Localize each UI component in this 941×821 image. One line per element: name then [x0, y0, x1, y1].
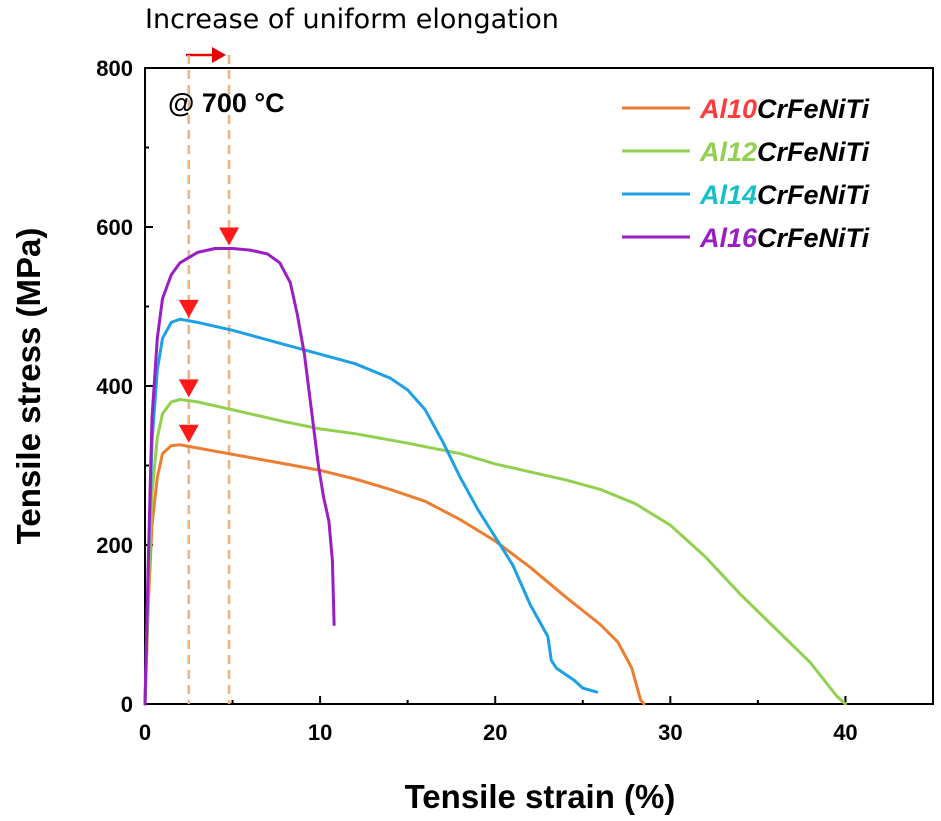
peak-marker-3 — [219, 227, 240, 246]
uniform-elongation-lines — [187, 55, 231, 704]
legend-suffix-0: CrFeNiTi — [757, 94, 870, 124]
legend-prefix-1: Al12 — [699, 137, 757, 167]
legend: Al10CrFeNiTiAl12CrFeNiTiAl14CrFeNiTiAl16… — [622, 94, 870, 253]
legend-prefix-3: Al16 — [699, 223, 758, 253]
series-line-al16 — [143, 247, 336, 706]
series-line-al14 — [143, 317, 599, 706]
peak-marker-1 — [178, 379, 199, 398]
legend-entry-0: Al10CrFeNiTi — [699, 94, 870, 124]
y-tick-label-3: 600 — [96, 215, 133, 240]
legend-prefix-0: Al10 — [699, 94, 757, 124]
series-line-al12 — [143, 398, 847, 706]
legend-entry-2: Al14CrFeNiTi — [699, 180, 870, 210]
series-lines — [143, 247, 847, 706]
y-axis-title: Tensile stress (MPa) — [10, 228, 47, 545]
series-line-al10 — [143, 443, 646, 706]
x-axis-title: Tensile strain (%) — [405, 778, 676, 815]
x-tick-label-2: 20 — [483, 720, 507, 745]
legend-prefix-2: Al14 — [699, 180, 757, 210]
peak-markers — [178, 227, 240, 443]
x-tick-label-4: 40 — [833, 720, 857, 745]
legend-suffix-1: CrFeNiTi — [757, 137, 870, 167]
x-tick-label-3: 30 — [658, 720, 682, 745]
y-tick-label-1: 200 — [96, 533, 133, 558]
y-tick-label-0: 0 — [121, 692, 133, 717]
legend-suffix-2: CrFeNiTi — [757, 180, 870, 210]
legend-entry-1: Al12CrFeNiTi — [699, 137, 870, 167]
x-tick-label-1: 10 — [308, 720, 332, 745]
legend-entry-3: Al16CrFeNiTi — [699, 223, 870, 253]
peak-marker-2 — [178, 299, 199, 318]
elongation-arrow-head — [212, 47, 226, 63]
y-tick-label-4: 800 — [96, 56, 133, 81]
top-note: Increase of uniform elongation — [145, 4, 559, 35]
legend-suffix-3: CrFeNiTi — [757, 223, 870, 253]
y-tick-label-2: 400 — [96, 374, 133, 399]
temperature-label: @ 700 °C — [168, 88, 285, 118]
x-tick-label-0: 0 — [139, 720, 151, 745]
peak-marker-0 — [178, 424, 199, 443]
